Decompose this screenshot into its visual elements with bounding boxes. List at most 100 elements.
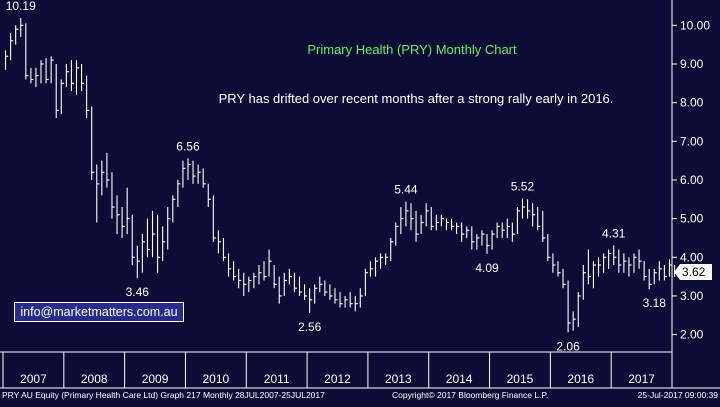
- price-bar: [567, 280, 571, 333]
- price-bar: [613, 245, 617, 266]
- price-bar: [10, 33, 14, 61]
- price-bar: [70, 60, 75, 92]
- price-bar: [364, 268, 368, 296]
- price-bar: [359, 288, 363, 308]
- annotation-label: 2.06: [556, 339, 580, 353]
- price-bar: [222, 237, 227, 262]
- x-tick-label: 2010: [203, 372, 230, 386]
- price-bar: [466, 226, 470, 238]
- price-bar: [212, 195, 216, 242]
- y-tick-label: 9.00: [680, 57, 704, 71]
- price-bar: [293, 272, 298, 293]
- annotation-label: 4.31: [602, 226, 626, 240]
- price-bars: [4, 17, 678, 333]
- chart-annotation-text: PRY has drifted over recent months after…: [219, 91, 614, 106]
- price-bar: [238, 268, 242, 289]
- y-tick-label: 6.00: [680, 173, 704, 187]
- price-bar: [587, 249, 591, 285]
- price-bar: [445, 218, 450, 231]
- price-bar: [217, 230, 221, 254]
- price-bar: [40, 60, 44, 84]
- price-bar: [65, 63, 69, 88]
- price-bar: [25, 23, 29, 80]
- y-tick-label: 3.00: [680, 289, 704, 303]
- price-bar: [400, 207, 404, 235]
- price-bar: [440, 214, 444, 227]
- price-bar: [658, 261, 662, 281]
- x-tick-label: 2016: [567, 372, 594, 386]
- price-bar: [91, 106, 95, 180]
- annotation-label: 3.18: [643, 296, 667, 310]
- price-bar: [334, 288, 338, 304]
- price-bar: [410, 203, 414, 231]
- price-bar: [643, 261, 647, 281]
- price-bar: [55, 63, 59, 119]
- price-bar: [648, 268, 652, 289]
- price-bar: [491, 230, 495, 250]
- price-bar: [390, 237, 394, 262]
- price-bar: [618, 249, 622, 273]
- price-bar: [309, 288, 313, 313]
- price-bar: [653, 268, 657, 285]
- x-axis: 2007 2008 2009 2010 2011 2012 2013 2014 2015 2016…: [0, 351, 720, 389]
- price-bar: [157, 214, 161, 273]
- price-bar: [86, 75, 90, 119]
- footer-left: PRY AU Equity (Primary Health Care Ltd) …: [2, 390, 325, 400]
- price-bar: [197, 164, 201, 184]
- price-bar: [461, 222, 465, 242]
- price-bar: [435, 214, 439, 231]
- price-bar: [537, 207, 541, 231]
- annotation-label: 5.52: [511, 180, 535, 194]
- price-bar: [597, 257, 602, 277]
- price-bar: [227, 253, 232, 277]
- price-bar: [324, 280, 328, 296]
- price-bar: [233, 261, 237, 281]
- price-bar: [96, 164, 100, 223]
- x-tick-label: 2007: [20, 372, 47, 386]
- price-bar: [471, 226, 475, 250]
- price-bar: [146, 218, 151, 258]
- price-bar: [344, 295, 348, 308]
- y-tick-label: 10.00: [680, 18, 710, 32]
- price-bar: [35, 67, 39, 88]
- price-bar: [532, 203, 536, 227]
- price-bar: [30, 67, 34, 84]
- price-bar: [542, 210, 546, 242]
- price-bar: [121, 207, 125, 238]
- x-tick-label: 2008: [81, 372, 108, 386]
- price-bar: [395, 222, 399, 246]
- last-price-tag: 3.62: [674, 263, 712, 280]
- price-bar: [623, 253, 627, 273]
- price-bar: [177, 179, 181, 208]
- price-bar: [141, 234, 145, 273]
- price-bar: [268, 249, 272, 277]
- x-tick-label: 2012: [324, 372, 351, 386]
- annotation-label: 4.09: [475, 261, 499, 275]
- y-axis: 2.00 3.00 4.00 5.00 6.00 7.00 8.00 9.00 10.00: [671, 0, 710, 352]
- price-bar: [405, 201, 409, 227]
- price-bar: [136, 245, 140, 279]
- email-link[interactable]: info@marketmatters.com.au: [14, 302, 184, 322]
- price-bar: [430, 207, 434, 231]
- price-bar: [496, 222, 500, 238]
- price-bar: [425, 203, 429, 227]
- price-bar: [527, 199, 531, 219]
- price-bar: [415, 210, 419, 242]
- price-bar: [547, 234, 551, 262]
- y-tick-label: 4.00: [680, 250, 704, 264]
- chart-title: Primary Health (PRY) Monthly Chart: [307, 42, 517, 57]
- annotation-label: 2.56: [298, 320, 322, 334]
- footer-center: Copyright© 2017 Bloomberg Finance L.P.: [392, 390, 548, 400]
- price-bar: [15, 25, 19, 45]
- price-bar: [248, 276, 252, 293]
- price-bar: [577, 292, 581, 327]
- price-bar: [151, 210, 156, 258]
- price-bar: [385, 253, 389, 266]
- price-bar: [486, 234, 490, 254]
- price-bar: [450, 218, 455, 231]
- price-bar: [369, 261, 374, 277]
- footer-right: 25-Jul-2017 09:00:39: [638, 390, 719, 400]
